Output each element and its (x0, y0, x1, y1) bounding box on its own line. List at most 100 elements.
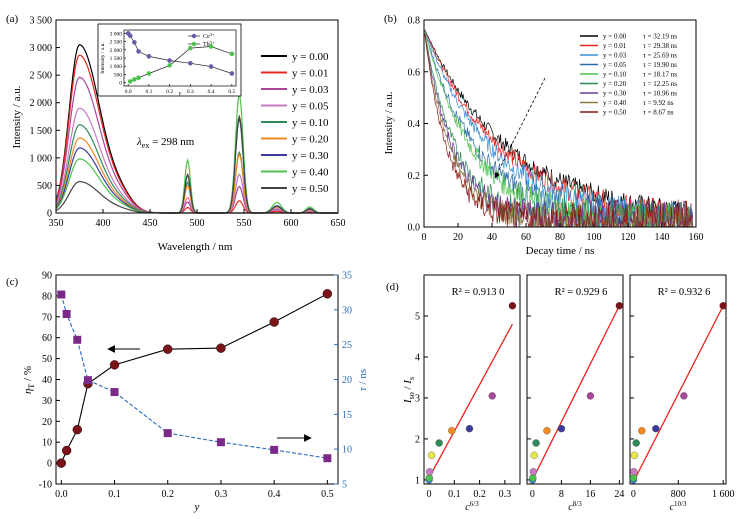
y-tick-label: 500 (37, 181, 52, 192)
y-tick-label-left: 70 (42, 312, 52, 323)
y-tick-label-right: 10 (342, 445, 352, 456)
y-tick-label-left: 20 (42, 417, 52, 428)
spectrum-line (55, 114, 338, 214)
xlabel-base: c (568, 502, 573, 513)
x-tick-label: 20 (453, 232, 463, 243)
inset-x-tick-label: 0.2 (166, 89, 173, 95)
y-tick-label-left: 50 (42, 354, 52, 365)
y-tick-label-left: 80 (42, 291, 52, 302)
legend-label: y = 0.03 (603, 52, 627, 60)
y-tick-label-left: 10 (42, 438, 52, 449)
inset-point (167, 58, 172, 63)
x-tick-label: 600 (284, 218, 299, 229)
inset-legend-marker (191, 41, 197, 47)
data-point (586, 392, 595, 400)
fit-line (632, 305, 724, 483)
data-point (629, 474, 638, 482)
data-point (680, 392, 688, 400)
lambda-value: = 298 nm (149, 136, 194, 148)
inset-legend-label: Ce3+ (203, 32, 215, 40)
inset-legend-label: Tb3+ (203, 40, 215, 48)
tau-point (57, 290, 66, 299)
tau-point (163, 429, 172, 438)
xlabel-exp: 8/3 (573, 500, 582, 508)
xlabel-base: c (465, 502, 470, 513)
data-point (652, 425, 660, 433)
legend-tau: τ = 9.92 ns (643, 99, 674, 107)
legend-label: y = 0.30 (603, 90, 627, 98)
y-tick-label-left: 30 (42, 396, 52, 407)
panel-c-series (56, 289, 333, 468)
tau-point (62, 310, 71, 319)
panel-b: (b) 0 20 40 60 80 100 120 140 160 0.0 0.2 0.4 0.6 0.8… (383, 13, 704, 257)
y-tick-label: 0.4 (408, 119, 421, 130)
x-tick-label: 1 600 (712, 489, 735, 500)
lambda-symbol: λ (136, 136, 142, 148)
subplot-xlabel: c10/3 (670, 500, 687, 513)
inset-point (167, 63, 172, 68)
inset-x-tick-label: 0.4 (208, 89, 215, 95)
inset-legend-main: Tb (203, 42, 210, 48)
legend-label: y = 0.30 (292, 150, 329, 162)
x-tick-label: 0.2 (161, 489, 174, 500)
panel-a-inset: 0.0 0.1 0.2 0.3 0.4 0.5 0 500 1 000 1 500 2 000 2 5… (97, 23, 242, 97)
panel-c-ylabel-right: τ / ns (357, 369, 369, 391)
legend-tau: τ = 12.25 ns (643, 80, 677, 88)
legend-label: y = 0.20 (292, 134, 329, 146)
x-tick-label: 40 (487, 232, 497, 243)
inset-point (229, 71, 235, 76)
panel-d-subplot: 1 2 3 4 5 0 0.1 0.2 0.3 c6/3 R² = 0.913 0 (415, 274, 521, 513)
panel-b-xlabel: Decay time / ns (526, 245, 595, 257)
panel-b-legend: y = 0.00 τ = 32.19 ns y = 0.01 τ = 29.38 ns… (580, 33, 677, 117)
eta-point (216, 343, 226, 353)
panel-a-annotation: λex = 298 nm (136, 136, 195, 150)
panel-b-ylabel: Intensity / a.u. (383, 91, 395, 154)
x-tick-label: 0.5 (321, 489, 334, 500)
panel-d-ylabel: Iso / Is (402, 377, 416, 404)
inset-point (146, 54, 152, 59)
data-point (426, 468, 434, 476)
x-tick-label: 0.1 (108, 489, 121, 500)
legend-label: y = 0.03 (292, 84, 329, 96)
inset-point (188, 60, 193, 66)
x-tick-label: 60 (521, 232, 531, 243)
data-point (448, 427, 456, 435)
x-tick-label: 0.3 (499, 489, 512, 500)
y-tick-label: 4 (415, 352, 420, 363)
x-tick-label: 0 (422, 232, 427, 243)
x-tick-label: 140 (655, 232, 670, 243)
legend-tau: τ = 25.69 ns (643, 52, 677, 60)
tau-point (73, 335, 82, 344)
tau-point (110, 388, 119, 397)
legend-label: y = 0.10 (292, 117, 329, 129)
xlabel-base: c (670, 502, 675, 513)
y-tick-label: 3 (415, 393, 420, 404)
inset-point (136, 75, 141, 81)
legend-label: y = 0.01 (292, 68, 328, 80)
y-tick-label: 2 000 (30, 98, 53, 109)
data-point (427, 451, 436, 459)
x-tick-label: 0 (631, 489, 636, 500)
eta-point (56, 458, 67, 468)
panel-c-ylabel-left: ηT / % (22, 366, 36, 394)
y-tick-label: 1 500 (30, 126, 53, 137)
inset-y-tick-label: 2 500 (110, 40, 123, 46)
y-tick-label: 0 (47, 209, 52, 220)
data-point (530, 451, 538, 459)
data-point (719, 302, 727, 310)
inset-point (229, 51, 235, 57)
panel-d-label: (d) (386, 281, 399, 293)
x-tick-label: 550 (237, 218, 252, 229)
inset-x-tick-label: 0.1 (145, 89, 152, 95)
subplot-xlabel: c8/3 (568, 500, 582, 513)
eta-point (163, 344, 173, 354)
x-tick-label: 160 (689, 232, 704, 243)
y-tick-label: 3 000 (30, 43, 53, 54)
data-point (465, 425, 474, 433)
panel-a-label: (a) (6, 13, 19, 25)
inset-point (208, 64, 214, 69)
data-point (632, 439, 640, 447)
data-point (630, 451, 639, 459)
